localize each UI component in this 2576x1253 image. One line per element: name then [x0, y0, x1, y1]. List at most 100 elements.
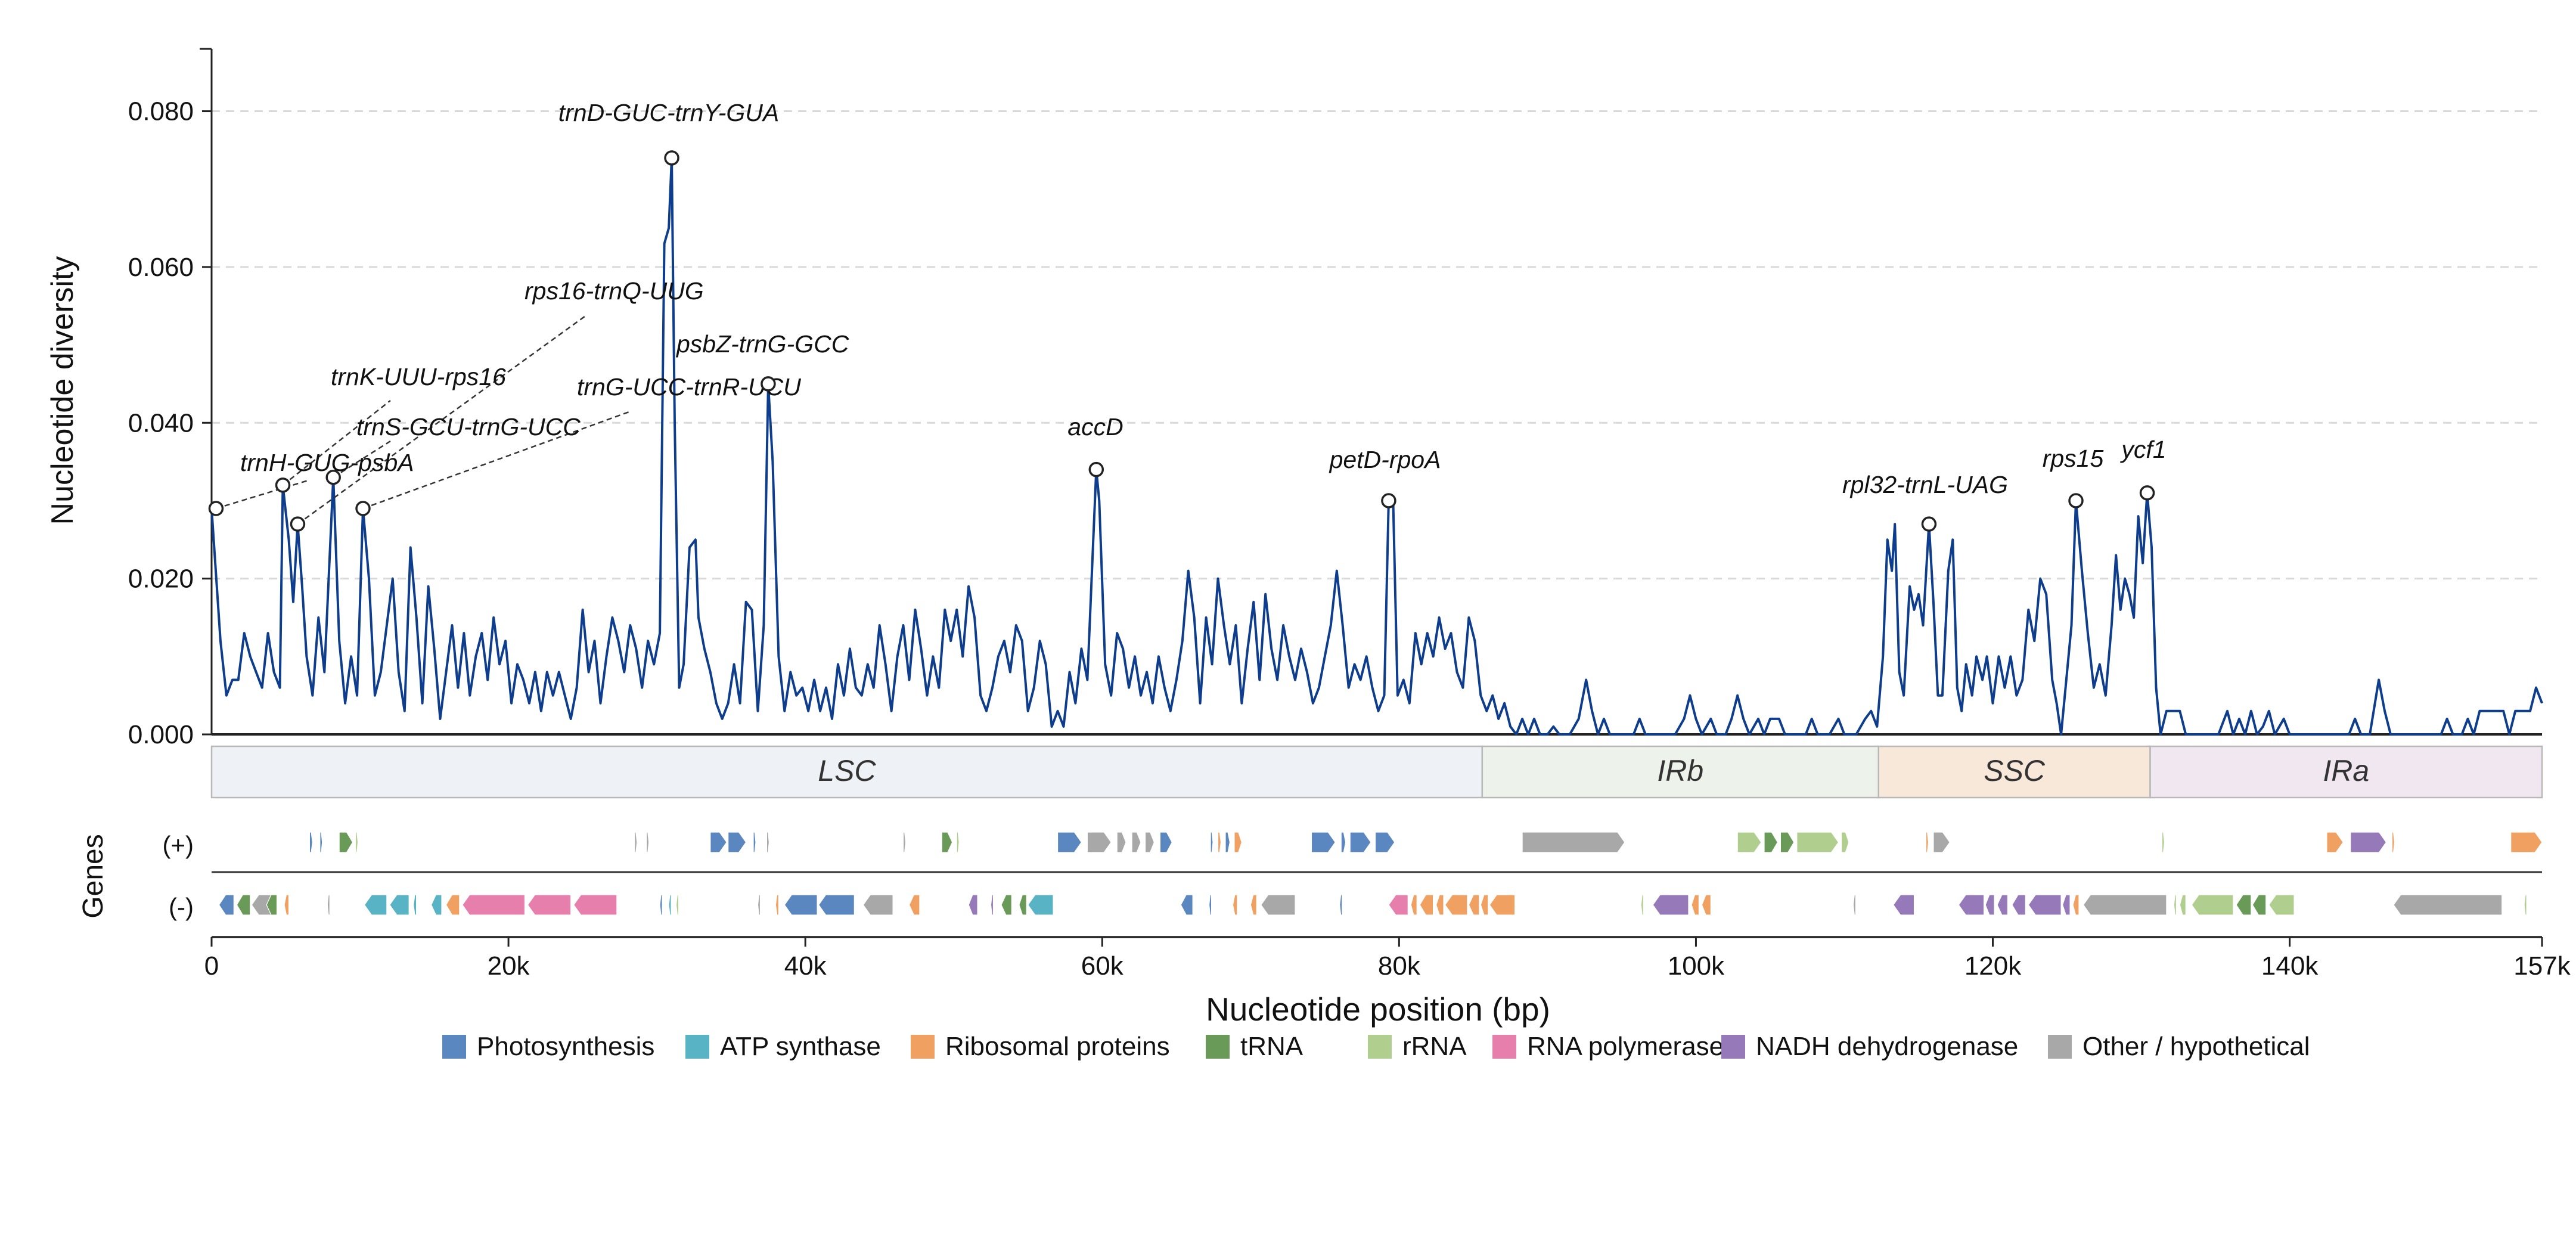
legend-label: NADH dehydrogenase [1756, 1032, 2018, 1061]
peak-marker [290, 516, 306, 532]
gene-feature-plus [646, 832, 650, 853]
gene-feature-minus [862, 894, 893, 916]
gene-feature-plus [1374, 832, 1395, 853]
peak-marker [1088, 461, 1104, 477]
gene-feature-minus [2082, 894, 2167, 916]
peak-marker [2139, 485, 2155, 501]
y-axis: 0.000 0.020 0.040 0.060 0.080 [128, 48, 2542, 749]
annotation-label: trnK-UUU-rps16 [331, 363, 506, 390]
gene-feature-minus [2173, 894, 2177, 916]
gene-feature-plus [1131, 832, 1141, 853]
gene-feature-minus [1652, 894, 1689, 916]
legend-swatch [2048, 1035, 2072, 1059]
gene-feature-plus [1796, 832, 1839, 853]
gene-feature-minus [659, 894, 663, 916]
gene-feature-minus [968, 894, 978, 916]
gene-feature-plus [1159, 832, 1172, 853]
annotation-label: rps16-trnQ-UUG [524, 277, 704, 305]
gene-feature-minus [573, 894, 617, 916]
legend-swatch [442, 1035, 466, 1059]
gene-feature-minus [1250, 894, 1257, 916]
gene-feature-minus [818, 894, 855, 916]
peak-marker [355, 501, 371, 516]
legend: Photosynthesis ATP synthase Ribosomal prot… [442, 1032, 2310, 1061]
legend-swatch [1368, 1035, 1392, 1059]
grid-layer [212, 110, 2542, 580]
gene-feature-minus [1232, 894, 1238, 916]
diversity-line [210, 157, 2543, 736]
gene-feature-plus [1210, 832, 1213, 853]
gene-feature-plus [941, 832, 953, 853]
gene-feature-plus [2326, 832, 2344, 853]
annotation-layer: trnD-GUC-trnY-GUA rps16-trnQ-UUG psbZ-trnG… [208, 99, 2167, 532]
annotation-label: ycf1 [2119, 436, 2166, 463]
gene-feature-plus [2350, 832, 2387, 853]
annotation-label: petD-rpoA [1329, 446, 1441, 473]
region-label: SSC [1984, 754, 2046, 787]
gene-feature-minus [445, 894, 460, 916]
x-axis-label: Nucleotide position (bp) [1206, 991, 1550, 1028]
gene-feature-plus [355, 832, 359, 853]
legend-label: Photosynthesis [477, 1032, 654, 1061]
gene-feature-minus [364, 894, 387, 916]
gene-feature-plus [1217, 832, 1222, 853]
gene-feature-minus [2179, 894, 2186, 916]
x-axis: 0 20k 40k 60k 80k 100k 120k 140k 157k [204, 936, 2571, 981]
gene-track [212, 832, 2543, 916]
legend-label: Ribosomal proteins [945, 1032, 1170, 1061]
gene-feature-plus [1225, 832, 1231, 853]
annotation-label: rps15 [2043, 445, 2104, 472]
plus-strand-label: (+) [163, 831, 194, 859]
gene-feature-plus [1057, 832, 1082, 853]
x-tick-label: 40k [784, 951, 827, 981]
gene-feature-minus [266, 894, 278, 916]
gene-feature-minus [775, 894, 779, 916]
gene-feature-minus [1691, 894, 1700, 916]
gene-feature-plus [728, 832, 747, 853]
gene-feature-plus [309, 832, 313, 853]
gene-feature-plus [2510, 832, 2543, 853]
genes-axis-label: Genes [77, 834, 109, 918]
gene-feature-minus [1640, 894, 1644, 916]
gene-feature-minus [1388, 894, 1408, 916]
gene-feature-minus [284, 894, 290, 916]
minus-strand-label: (-) [169, 893, 194, 921]
x-tick-label: 20k [488, 951, 530, 981]
gene-feature-minus [2028, 894, 2062, 916]
annotation-label: trnH-GUG-psbA [240, 449, 414, 476]
gene-feature-plus [753, 832, 756, 853]
annotation-label: trnD-GUC-trnY-GUA [558, 99, 780, 126]
gene-feature-plus [1764, 832, 1779, 853]
legend-swatch [685, 1035, 709, 1059]
region-label: LSC [818, 754, 876, 787]
gene-feature-minus [1852, 894, 1857, 916]
gene-feature-minus [218, 894, 234, 916]
annotation-label: psbZ-trnG-GCC [675, 330, 849, 358]
gene-feature-plus [1780, 832, 1795, 853]
legend-label: rRNA [1402, 1032, 1467, 1061]
gene-feature-minus [2236, 894, 2252, 916]
annotation-leader [282, 400, 391, 486]
annotation-label: rpl32-trnL-UAG [1842, 471, 2008, 498]
gene-feature-plus [1311, 832, 1336, 853]
peak-marker [275, 477, 291, 493]
gene-feature-minus [1444, 894, 1468, 916]
gene-feature-minus [2012, 894, 2026, 916]
gene-feature-minus [1985, 894, 1995, 916]
region-ssc [1877, 745, 2151, 799]
peak-marker [664, 150, 679, 166]
gene-feature-plus [634, 832, 638, 853]
gene-feature-plus [1349, 832, 1371, 853]
gene-feature-plus [1340, 832, 1346, 853]
gene-feature-plus [2391, 832, 2395, 853]
y-tick-label: 0.060 [128, 253, 194, 282]
gene-feature-minus [430, 894, 442, 916]
gene-feature-minus [1489, 894, 1516, 916]
x-tick-label: 140k [2261, 951, 2319, 981]
y-tick-label: 0.040 [128, 408, 194, 438]
annotation-label: accD [1067, 413, 1123, 441]
region-label: IRb [1657, 754, 1703, 787]
peak-marker [761, 376, 776, 392]
y-tick-label: 0.000 [128, 720, 194, 749]
region-track: LSC IRb SSC IRa [210, 745, 2543, 799]
